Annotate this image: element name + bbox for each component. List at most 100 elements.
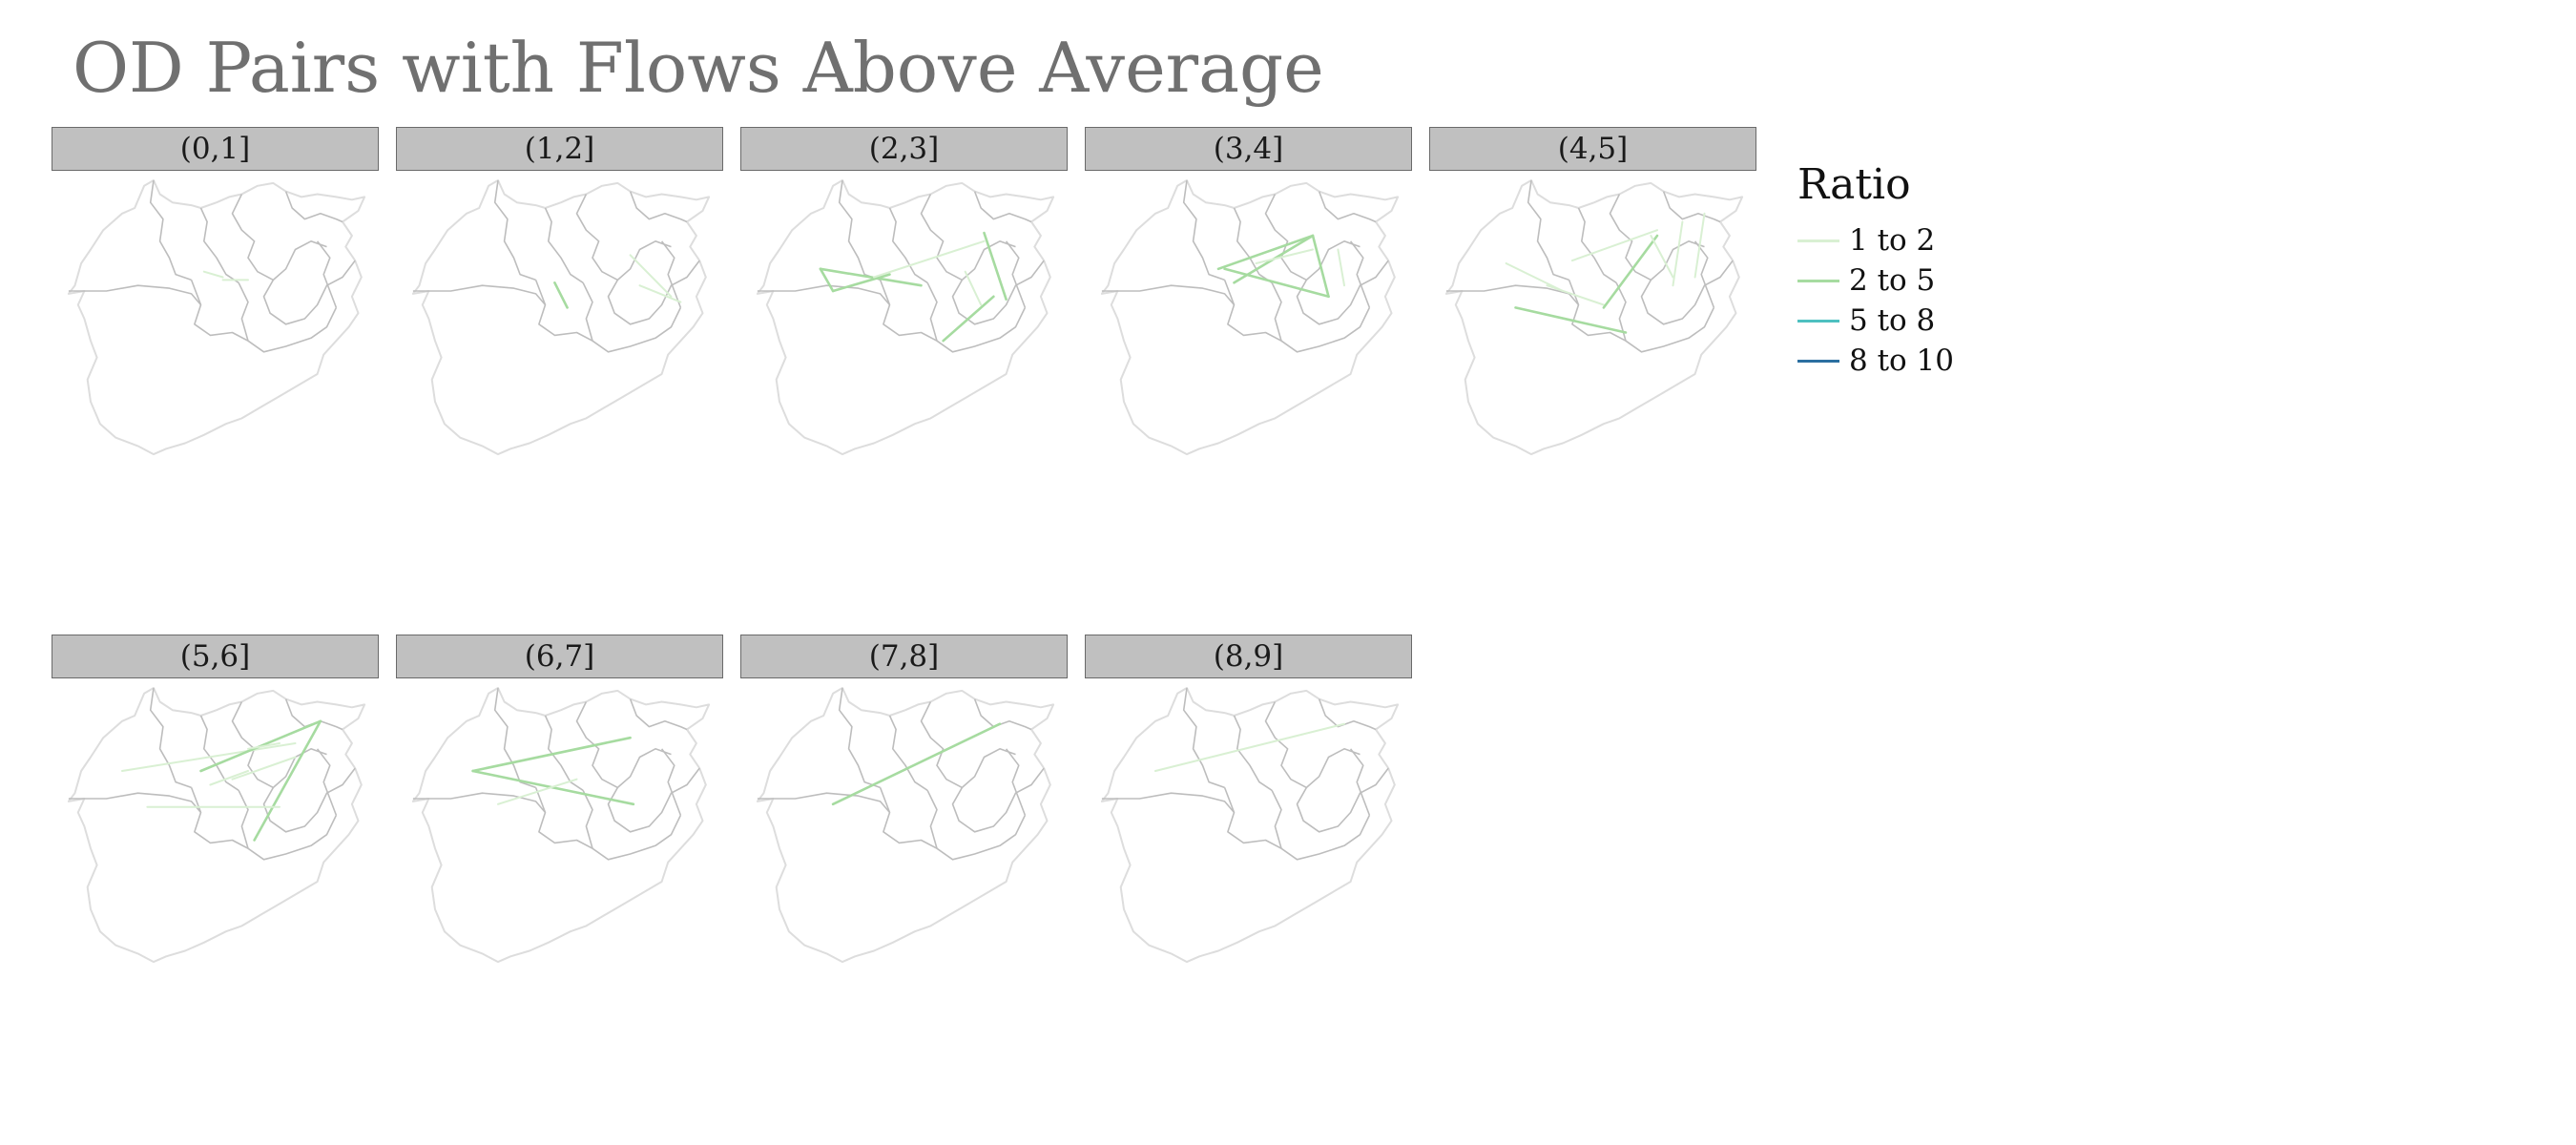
od-flow-line (1693, 212, 1706, 279)
region-outline (1100, 687, 1400, 964)
region-outline (1100, 179, 1400, 456)
district-boundary (316, 240, 338, 308)
district-boundary (1349, 240, 1371, 308)
facet-strip-label: (0,1] (52, 127, 379, 171)
district-boundary (316, 748, 338, 816)
chart-title: OD Pairs with Flows Above Average (73, 28, 1324, 108)
facet-map (1444, 179, 1744, 456)
od-flow-line (629, 254, 673, 298)
district-boundary (1264, 194, 1361, 281)
district-boundary (1233, 207, 1273, 283)
district-boundary (926, 281, 938, 342)
district-boundary (1296, 260, 1389, 325)
od-flow-line (497, 778, 578, 805)
facet-map (411, 179, 711, 456)
district-boundary (1445, 284, 1580, 306)
facet-panel: (8,9] (1085, 635, 1414, 964)
district-boundary (582, 281, 593, 342)
district-boundary (1296, 767, 1389, 833)
district-boundary (973, 191, 1032, 223)
district-boundary (412, 284, 547, 306)
district-boundary (534, 280, 682, 353)
district-boundary (1271, 281, 1282, 342)
district-boundary (757, 792, 891, 814)
facet-panel: (3,4] (1085, 127, 1414, 456)
facet-panel: (6,7] (396, 635, 725, 964)
district-boundary (412, 792, 547, 814)
od-flow-line (121, 742, 297, 772)
district-boundary (926, 789, 938, 849)
region-outline (756, 179, 1055, 456)
district-boundary (262, 767, 356, 833)
region-outline (411, 179, 711, 456)
district-boundary (1615, 281, 1627, 342)
od-flow-line (964, 270, 983, 306)
district-boundary (920, 701, 1016, 789)
district-boundary (1349, 748, 1371, 816)
district-boundary (838, 687, 881, 789)
od-flow-line (1255, 248, 1314, 264)
facet-strip-label: (3,4] (1085, 127, 1412, 171)
facet-panel: (5,6] (52, 635, 381, 964)
district-boundary (1182, 179, 1225, 281)
facet-panel: (1,2] (396, 127, 725, 456)
district-boundary (879, 280, 1027, 353)
district-boundary (1577, 207, 1617, 283)
district-boundary (660, 240, 682, 308)
od-flow-line (1650, 235, 1674, 279)
legend-label: 5 to 8 (1849, 303, 1936, 338)
facet-panel: (2,3] (740, 127, 1070, 456)
legend-line-swatch (1797, 319, 1839, 323)
od-flow-line (247, 742, 280, 750)
legend-title: Ratio (1797, 160, 1911, 209)
od-flow-line (1223, 267, 1330, 299)
od-flow-line (638, 284, 682, 303)
district-boundary (1005, 240, 1027, 308)
od-flow-line (471, 736, 632, 773)
facet-map (67, 179, 366, 456)
od-flow-line (942, 295, 995, 343)
facet-strip-label: (8,9] (1085, 635, 1412, 678)
region-outline (67, 179, 366, 456)
district-boundary (575, 194, 672, 281)
facet-strip-label: (4,5] (1429, 127, 1756, 171)
district-boundary (607, 260, 700, 325)
district-boundary (879, 787, 1027, 861)
region-outline (411, 687, 711, 964)
district-boundary (757, 284, 891, 306)
region-outline (756, 687, 1055, 964)
facet-map (1100, 687, 1400, 964)
district-boundary (920, 194, 1016, 281)
region-outline (1444, 179, 1744, 456)
od-flow-line (553, 281, 569, 309)
district-boundary (1662, 191, 1721, 223)
district-boundary (629, 191, 688, 223)
od-flow-line (1514, 306, 1628, 334)
legend-line-swatch (1797, 279, 1839, 282)
district-boundary (1640, 260, 1734, 325)
od-flow-line (231, 756, 297, 781)
district-boundary (1233, 715, 1273, 791)
facet-map (756, 687, 1055, 964)
district-boundary (1101, 284, 1236, 306)
district-boundary (582, 789, 593, 849)
district-boundary (973, 698, 1032, 731)
district-boundary (951, 767, 1045, 833)
facet-panel: (4,5] (1429, 127, 1758, 456)
od-flow-line (202, 270, 224, 279)
district-boundary (575, 701, 672, 789)
legend-line-swatch (1797, 239, 1839, 242)
district-boundary (149, 179, 192, 281)
district-boundary (544, 207, 584, 283)
od-flow-line (819, 267, 923, 287)
facet-strip-label: (7,8] (740, 635, 1068, 678)
legend-label: 8 to 10 (1849, 344, 1954, 378)
district-boundary (1318, 191, 1377, 223)
district-boundary (493, 179, 536, 281)
district-boundary (607, 767, 700, 833)
district-boundary (1264, 701, 1361, 789)
legend-item: 8 to 10 (1797, 341, 1954, 381)
od-flow-line (831, 273, 891, 293)
od-flow-line (1154, 722, 1345, 772)
district-boundary (888, 715, 928, 791)
